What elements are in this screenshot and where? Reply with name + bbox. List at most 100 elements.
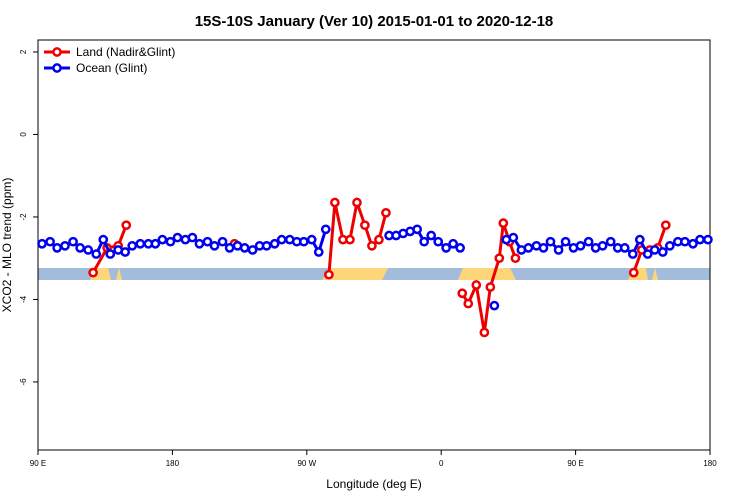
point xyxy=(60,240,70,251)
y-tick-label: -4 xyxy=(19,295,28,303)
point xyxy=(664,240,675,251)
point xyxy=(98,234,109,245)
point xyxy=(37,238,47,249)
point xyxy=(217,236,228,247)
point xyxy=(120,247,131,257)
point xyxy=(680,236,690,247)
point xyxy=(194,238,205,249)
point xyxy=(75,243,85,253)
point xyxy=(202,236,213,247)
point xyxy=(127,240,138,251)
point xyxy=(135,238,146,249)
land-patch xyxy=(116,268,122,280)
point xyxy=(628,267,639,278)
point xyxy=(45,236,55,247)
land-patch xyxy=(652,268,658,280)
point xyxy=(269,238,280,249)
point xyxy=(360,220,370,231)
point xyxy=(498,218,509,228)
point xyxy=(448,238,458,249)
point xyxy=(455,243,466,253)
point xyxy=(441,243,451,253)
point xyxy=(688,238,698,249)
point xyxy=(345,234,355,245)
point xyxy=(471,280,482,290)
x-axis-label: Longitude (deg E) xyxy=(326,477,421,491)
point xyxy=(276,234,287,245)
series xyxy=(88,196,671,338)
point xyxy=(433,236,444,247)
point xyxy=(187,232,198,243)
y-tick-label: -6 xyxy=(19,378,28,386)
land-patch xyxy=(458,268,516,280)
point xyxy=(352,197,362,208)
x-tick-label: 90 W xyxy=(297,459,316,468)
point xyxy=(157,234,168,245)
point xyxy=(419,236,430,247)
point xyxy=(479,327,490,338)
point xyxy=(313,247,324,257)
point xyxy=(619,243,630,253)
point xyxy=(553,245,564,255)
x-tick-label: 90 E xyxy=(30,459,46,468)
point xyxy=(172,232,183,243)
point xyxy=(381,207,391,218)
y-tick-label: -2 xyxy=(19,213,28,221)
point xyxy=(657,247,668,257)
point xyxy=(695,234,705,245)
point xyxy=(224,243,235,253)
point xyxy=(52,243,62,253)
point xyxy=(560,236,571,247)
point xyxy=(298,236,309,247)
point xyxy=(209,240,220,251)
point xyxy=(660,220,671,231)
point xyxy=(68,236,78,247)
legend-label: Ocean (Glint) xyxy=(76,61,147,75)
legend-marker xyxy=(52,63,62,73)
x-tick-label: 0 xyxy=(439,459,444,468)
point xyxy=(583,236,594,247)
point xyxy=(485,282,496,292)
point xyxy=(320,224,331,235)
point xyxy=(627,249,638,259)
point xyxy=(538,243,549,253)
point xyxy=(247,245,258,255)
point xyxy=(508,232,519,243)
point xyxy=(239,243,250,253)
point xyxy=(605,236,616,247)
point xyxy=(150,238,161,249)
point xyxy=(367,240,377,251)
point xyxy=(489,300,500,311)
point xyxy=(463,298,474,309)
point xyxy=(165,236,176,247)
x-tick-label: 180 xyxy=(703,459,717,468)
y-tick-label: 2 xyxy=(19,49,28,54)
point xyxy=(426,230,437,241)
land-mask xyxy=(38,268,710,280)
point xyxy=(523,243,534,253)
point xyxy=(374,234,384,245)
point xyxy=(121,220,132,231)
legend: Land (Nadir&Glint) Ocean (Glint) xyxy=(44,45,175,75)
legend-label: Land (Nadir&Glint) xyxy=(76,45,175,59)
point xyxy=(494,253,505,264)
y-axis-label: XCO2 - MLO trend (ppm) xyxy=(0,178,14,313)
point xyxy=(703,234,713,245)
point xyxy=(83,245,94,255)
land-patch xyxy=(322,268,388,280)
point xyxy=(649,245,660,255)
point xyxy=(105,249,116,259)
point xyxy=(324,269,334,280)
point xyxy=(261,240,272,251)
point xyxy=(642,249,653,259)
point xyxy=(597,240,608,251)
point xyxy=(412,224,423,235)
point xyxy=(330,197,340,208)
point xyxy=(575,240,586,251)
chart-title: 15S-10S January (Ver 10) 2015-01-01 to 2… xyxy=(195,13,554,30)
point xyxy=(545,236,556,247)
point xyxy=(457,288,468,299)
series-line xyxy=(91,224,128,274)
x-tick-label: 90 E xyxy=(567,459,583,468)
